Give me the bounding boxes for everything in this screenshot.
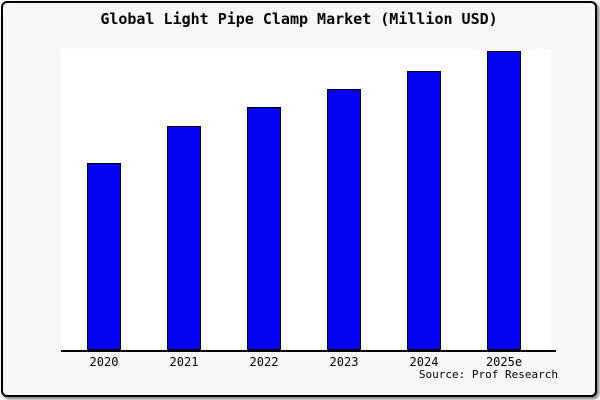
x-tick-label-2023: 2023 bbox=[329, 355, 359, 369]
x-axis-labels: 2020 2021 2022 2023 2024 2025e bbox=[61, 355, 556, 371]
plot-area bbox=[61, 50, 551, 350]
bar-2023 bbox=[327, 89, 361, 350]
x-tick-label-2025e: 2025e bbox=[485, 355, 523, 369]
source-text: Source: Prof Research bbox=[418, 368, 558, 381]
x-tick-label-2024: 2024 bbox=[409, 355, 439, 369]
x-tick-label-2020: 2020 bbox=[89, 355, 119, 369]
chart-title: Global Light Pipe Clamp Market (Million … bbox=[100, 10, 498, 28]
bar-2021 bbox=[167, 126, 201, 350]
bar-2024 bbox=[407, 71, 441, 350]
bar-2020 bbox=[87, 163, 121, 350]
bar-2022 bbox=[247, 107, 281, 350]
x-tick-label-2022: 2022 bbox=[249, 355, 279, 369]
bar-2025e bbox=[487, 51, 521, 350]
x-axis-line bbox=[61, 350, 556, 352]
x-tick-label-2021: 2021 bbox=[169, 355, 199, 369]
